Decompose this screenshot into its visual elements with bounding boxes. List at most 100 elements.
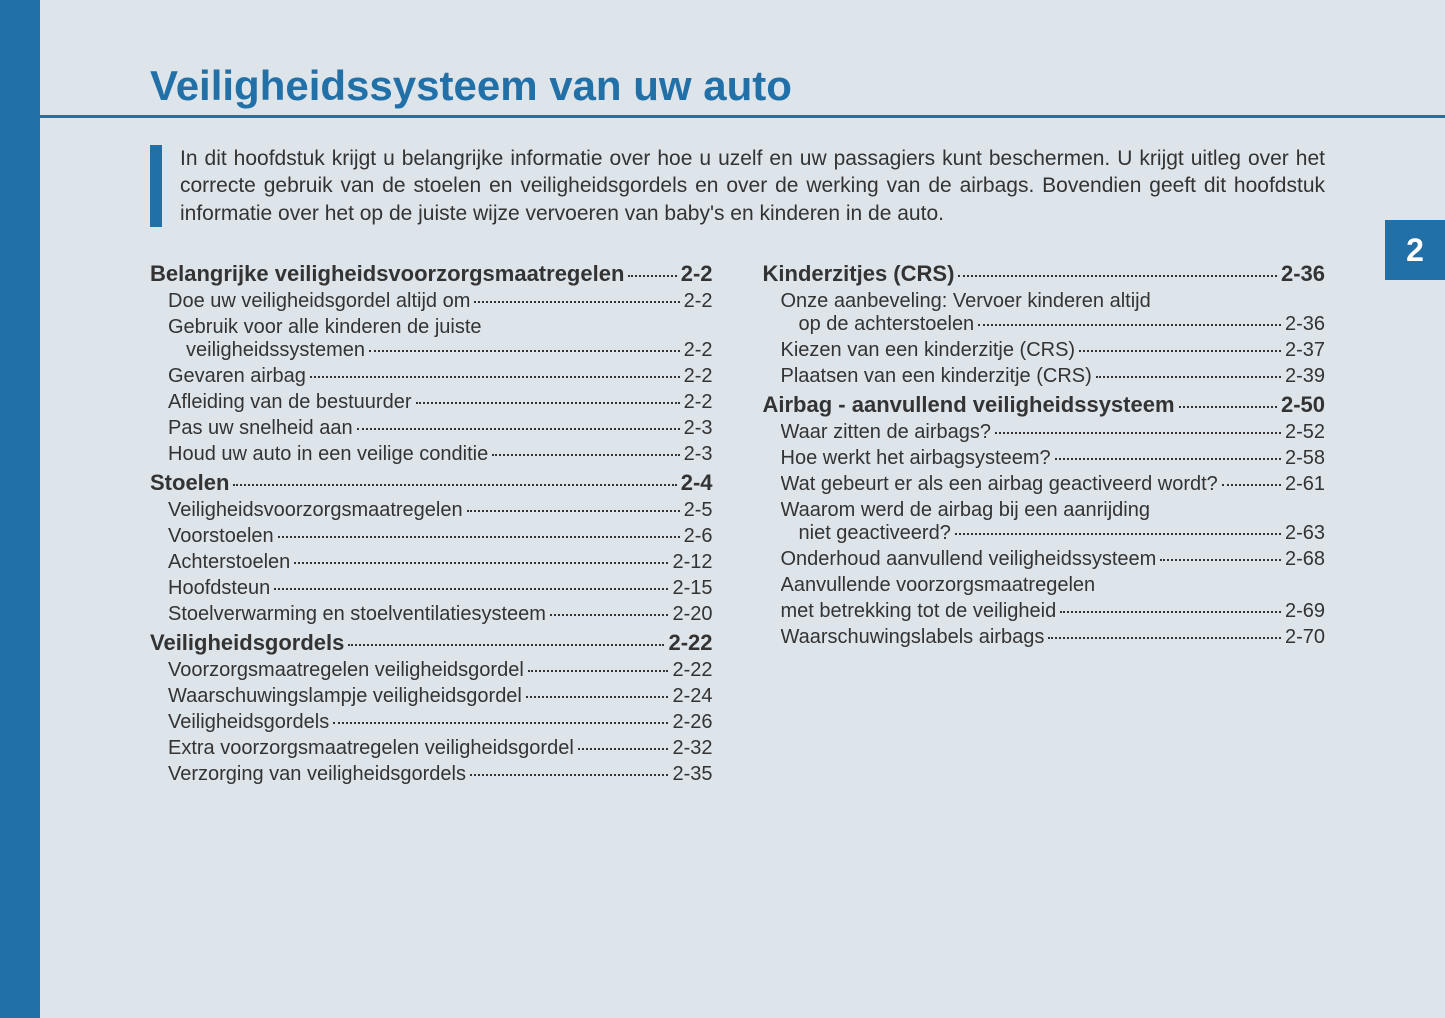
toc-subsection: Plaatsen van een kinderzitje (CRS) 2-39 [781,365,1326,388]
left-margin-bar [0,0,40,1018]
toc-entry-page: 2-70 [1285,626,1325,649]
dot-leader [467,510,680,512]
toc-subsection: Doe uw veiligheidsgordel altijd om2-2 [168,290,713,313]
toc-subsection: Hoe werkt het airbagsysteem? 2-58 [781,447,1326,470]
toc-entry-page: 2-2 [684,339,713,362]
dot-leader [1055,458,1281,460]
toc-subsection: met betrekking tot de veiligheid 2-69 [781,600,1326,623]
toc-subsection: op de achterstoelen 2-36 [799,313,1326,336]
toc-subsection: veiligheidssystemen 2-2 [186,339,713,362]
toc-left-column: Belangrijke veiligheidsvoorzorgsmaatrege… [150,257,713,786]
toc-entry-label: Aanvullende voorzorgsmaatregelen [781,574,1096,597]
dot-leader [369,350,680,352]
toc-entry-page: 2-69 [1285,600,1325,623]
toc-subsection: Aanvullende voorzorgsmaatregelen [781,574,1326,597]
toc-entry-page: 2-2 [684,391,713,414]
dot-leader [1096,376,1281,378]
toc-entry-label: Afleiding van de bestuurder [168,391,412,414]
toc-entry-label: veiligheidssystemen [186,339,365,362]
toc-entry-page: 2-36 [1285,313,1325,336]
toc-entry-label: op de achterstoelen [799,313,975,336]
dot-leader [550,614,669,616]
toc-entry-label: Waarom werd de airbag bij een aanrijding [781,499,1150,522]
toc-entry-label: Hoofdsteun [168,577,270,600]
dot-leader [978,324,1281,326]
toc-subsection: Waarschuwingslampje veiligheidsgordel2-2… [168,685,713,708]
toc-subsection: Voorzorgsmaatregelen veiligheidsgordel2-… [168,659,713,682]
toc-subsection: Stoelverwarming en stoelventilatiesystee… [168,603,713,626]
dot-leader [274,588,668,590]
toc-subsection: niet geactiveerd?2-63 [799,522,1326,545]
toc-entry-page: 2-36 [1281,261,1325,287]
toc-entry-label: Kinderzitjes (CRS) [763,261,955,287]
toc-entry-label: Onze aanbeveling: Vervoer kinderen altij… [781,290,1151,313]
dot-leader [995,432,1281,434]
toc-subsection: Verzorging van veiligheidsgordels2-35 [168,763,713,786]
toc-entry-page: 2-3 [684,443,713,466]
dot-leader [470,774,669,776]
toc-entry-label: Plaatsen van een kinderzitje (CRS) [781,365,1092,388]
toc-entry-label: Veiligheidsgordels [150,630,344,656]
dot-leader [526,696,669,698]
toc-entry-page: 2-6 [684,525,713,548]
toc-entry-label: Waarschuwingslampje veiligheidsgordel [168,685,522,708]
toc-entry-label: Kiezen van een kinderzitje (CRS) [781,339,1076,362]
toc-entry-label: Onderhoud aanvullend veiligheidssysteem [781,548,1157,571]
dot-leader [233,484,676,486]
toc-entry-page: 2-22 [668,630,712,656]
toc-subsection: Hoofdsteun2-15 [168,577,713,600]
toc-subsection: Kiezen van een kinderzitje (CRS) 2-37 [781,339,1326,362]
toc-entry-label: Voorstoelen [168,525,274,548]
toc-subsection: Afleiding van de bestuurder 2-2 [168,391,713,414]
content-area: In dit hoofdstuk krijgt u belangrijke in… [150,145,1325,786]
toc-subsection: Waarschuwingslabels airbags2-70 [781,626,1326,649]
toc-section: Veiligheidsgordels 2-22 [150,630,713,656]
dot-leader [528,670,669,672]
toc-section: Airbag - aanvullend veiligheidssysteem2-… [763,392,1326,418]
toc-entry-page: 2-58 [1285,447,1325,470]
toc-entry-page: 2-2 [684,365,713,388]
toc-entry-page: 2-63 [1285,522,1325,545]
dot-leader [1060,611,1281,613]
intro-accent-bar [150,145,162,227]
dot-leader [492,454,679,456]
intro-block: In dit hoofdstuk krijgt u belangrijke in… [150,145,1325,227]
dot-leader [1048,637,1281,639]
toc-entry-label: Gebruik voor alle kinderen de juiste [168,316,482,339]
toc-entry-page: 2-5 [684,499,713,522]
toc-subsection: Gevaren airbag2-2 [168,365,713,388]
toc-section: Stoelen2-4 [150,470,713,496]
toc-entry-page: 2-26 [672,711,712,734]
toc-entry-label: Wat gebeurt er als een airbag geactiveer… [781,473,1218,496]
toc-entry-label: Waar zitten de airbags? [781,421,991,444]
toc-entry-label: Hoe werkt het airbagsysteem? [781,447,1051,470]
toc-entry-page: 2-22 [672,659,712,682]
toc-entry-page: 2-35 [672,763,712,786]
toc-subsection: Gebruik voor alle kinderen de juiste [168,316,713,339]
dot-leader [294,562,668,564]
dot-leader [416,402,680,404]
dot-leader [628,275,676,277]
toc-section: Kinderzitjes (CRS) 2-36 [763,261,1326,287]
chapter-title: Veiligheidssysteem van uw auto [150,62,792,110]
dot-leader [348,644,664,646]
toc-entry-page: 2-37 [1285,339,1325,362]
toc-entry-label: Extra voorzorgsmaatregelen veiligheidsgo… [168,737,574,760]
toc-right-column: Kinderzitjes (CRS) 2-36 Onze aanbeveling: … [763,257,1326,786]
toc-entry-page: 2-4 [681,470,713,496]
toc-subsection: Voorstoelen 2-6 [168,525,713,548]
toc-columns: Belangrijke veiligheidsvoorzorgsmaatrege… [150,257,1325,786]
dot-leader [310,376,680,378]
chapter-number-tab: 2 [1385,220,1445,280]
toc-subsection: Achterstoelen2-12 [168,551,713,574]
intro-text: In dit hoofdstuk krijgt u belangrijke in… [180,145,1325,227]
toc-subsection: Onze aanbeveling: Vervoer kinderen altij… [781,290,1326,313]
document-page: 2 Veiligheidssysteem van uw auto In dit … [0,0,1445,1018]
toc-entry-page: 2-39 [1285,365,1325,388]
toc-subsection: Waar zitten de airbags?2-52 [781,421,1326,444]
dot-leader [1079,350,1281,352]
toc-entry-page: 2-12 [672,551,712,574]
toc-entry-label: met betrekking tot de veiligheid [781,600,1057,623]
toc-subsection: Onderhoud aanvullend veiligheidssysteem2… [781,548,1326,571]
toc-entry-label: Veiligheidsvoorzorgsmaatregelen [168,499,463,522]
